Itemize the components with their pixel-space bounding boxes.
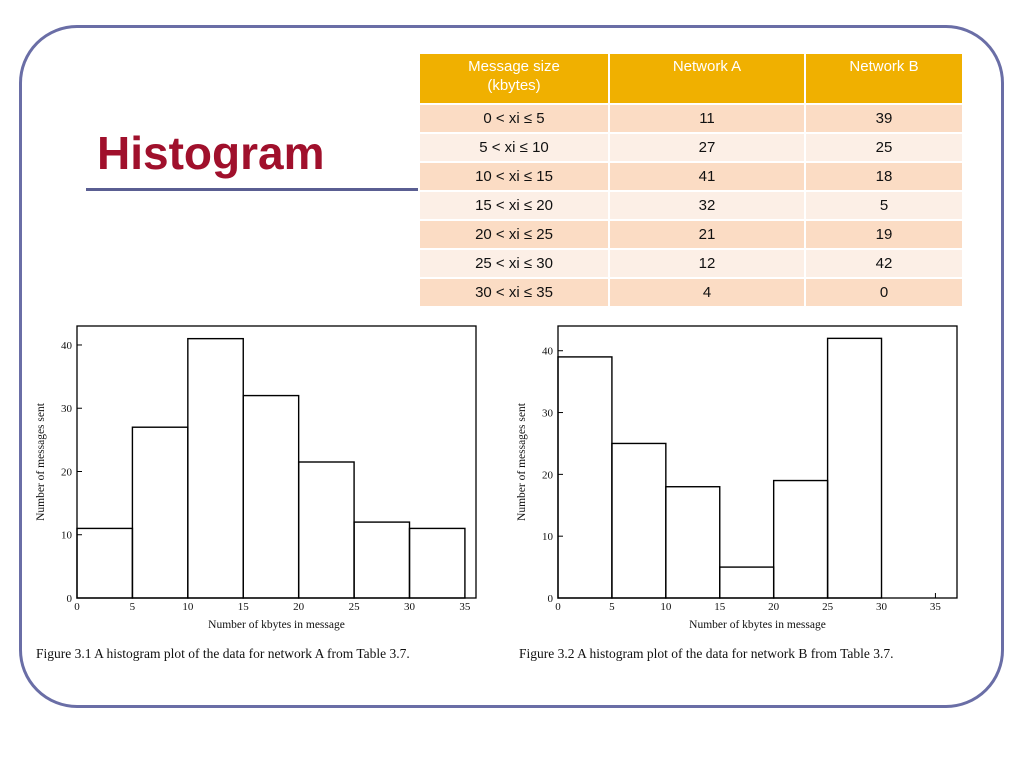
x-tick-label: 15 (238, 601, 250, 613)
histogram-bar (557, 356, 613, 599)
histogram-bar (665, 486, 721, 599)
x-tick-label: 20 (768, 601, 780, 613)
histogram-bar (719, 566, 775, 599)
histogram-bar (611, 442, 667, 599)
histogram-bar (408, 527, 466, 599)
plot-frame-b (557, 325, 958, 599)
histogram-bar (76, 527, 134, 599)
x-tick-label: 35 (459, 601, 471, 613)
cell-network-a: 41 (608, 161, 806, 192)
figure-caption-b: Figure 3.2 A histogram plot of the data … (519, 646, 894, 661)
histogram-bar (297, 461, 355, 599)
y-tick-label: 20 (61, 466, 73, 478)
slide-title: Histogram (97, 127, 325, 179)
y-tick-label: 10 (61, 530, 73, 542)
cell-network-b: 5 (804, 190, 964, 221)
table-row: 20 < xi ≤ 25 21 19 (418, 219, 964, 250)
x-tick-label: 5 (609, 601, 615, 613)
table-row: 10 < xi ≤ 15 41 18 (418, 161, 964, 192)
x-tick-label: 25 (349, 601, 361, 613)
cell-network-a: 27 (608, 132, 806, 163)
table-row: 0 < xi ≤ 5 11 39 (418, 103, 964, 134)
cell-network-b: 0 (804, 277, 964, 308)
cell-message-size: 10 < xi ≤ 15 (418, 161, 610, 192)
figure-caption-a: Figure 3.1 A histogram plot of the data … (36, 646, 410, 661)
cell-network-b: 18 (804, 161, 964, 192)
title-underline (86, 188, 426, 191)
x-tick-label: 20 (293, 601, 305, 613)
histogram-bar (353, 521, 411, 599)
x-tick-label: 5 (130, 601, 136, 613)
x-tick-label: 35 (930, 601, 942, 613)
x-tick-label: 15 (714, 601, 726, 613)
table-row: 30 < xi ≤ 35 4 0 (418, 277, 964, 308)
y-tick-label: 30 (61, 403, 73, 415)
cell-network-b: 25 (804, 132, 964, 163)
x-axis-label: Number of kbytes in message (689, 619, 826, 631)
cell-network-b: 19 (804, 219, 964, 250)
x-tick-label: 30 (404, 601, 416, 613)
cell-message-size: 30 < xi ≤ 35 (418, 277, 610, 308)
cell-network-a: 12 (608, 248, 806, 279)
cell-network-a: 21 (608, 219, 806, 250)
cell-network-b: 39 (804, 103, 964, 134)
table-header-row: Message size (kbytes) Network A Network … (418, 52, 964, 105)
y-tick-label: 30 (542, 408, 554, 420)
y-tick-label: 0 (548, 593, 554, 605)
header-message-size: Message size (kbytes) (418, 52, 610, 105)
x-tick-label: 10 (182, 601, 194, 613)
histogram-bar (187, 337, 244, 599)
histogram-bar (131, 426, 189, 599)
cell-network-a: 4 (608, 277, 806, 308)
x-tick-label: 0 (555, 601, 561, 613)
x-axis-label: Number of kbytes in message (208, 619, 345, 631)
header-network-a: Network A (608, 52, 806, 105)
histogram-bar (772, 479, 829, 599)
y-tick-label: 20 (542, 469, 554, 481)
y-tick-label: 40 (61, 340, 73, 352)
cell-message-size: 5 < xi ≤ 10 (418, 132, 610, 163)
table-row: 25 < xi ≤ 30 12 42 (418, 248, 964, 279)
cell-message-size: 25 < xi ≤ 30 (418, 248, 610, 279)
x-tick-label: 0 (74, 601, 80, 613)
cell-message-size: 15 < xi ≤ 20 (418, 190, 610, 221)
cell-network-a: 11 (608, 103, 806, 134)
y-axis-label: Number of messages sent (35, 402, 47, 521)
cell-message-size: 0 < xi ≤ 5 (418, 103, 610, 134)
header-message-size-line1: Message size (468, 58, 560, 75)
header-message-size-line2: (kbytes) (487, 77, 541, 94)
data-table: Message size (kbytes) Network A Network … (418, 52, 964, 308)
plot-frame-a (76, 325, 477, 599)
cell-message-size: 20 < xi ≤ 25 (418, 219, 610, 250)
y-tick-label: 40 (542, 346, 554, 358)
x-tick-label: 30 (876, 601, 888, 613)
table-row: 5 < xi ≤ 10 27 25 (418, 132, 964, 163)
y-tick-label: 10 (542, 531, 554, 543)
header-network-b: Network B (804, 52, 964, 105)
histogram-bar (242, 394, 300, 599)
cell-network-b: 42 (804, 248, 964, 279)
y-axis-label: Number of messages sent (516, 402, 528, 521)
table-row: 15 < xi ≤ 20 32 5 (418, 190, 964, 221)
histogram-bar (826, 337, 883, 599)
cell-network-a: 32 (608, 190, 806, 221)
x-tick-label: 10 (660, 601, 672, 613)
y-tick-label: 0 (67, 593, 73, 605)
x-tick-label: 25 (822, 601, 834, 613)
